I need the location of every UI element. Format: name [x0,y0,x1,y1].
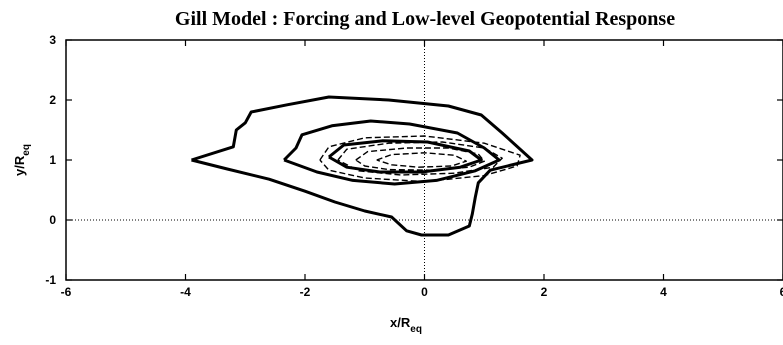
geopotential-contour-dashed [355,147,485,171]
x-tick-label: -6 [61,285,72,299]
y-axis-label: y/Req [12,144,32,176]
x-axis-ticks: -6 -4 -2 0 2 4 6 [61,40,783,299]
x-tick-label: 4 [660,285,667,299]
y-tick-label: 3 [49,33,56,47]
geopotential-contour-dashed [376,152,467,168]
x-tick-label: 6 [780,285,783,299]
forcing-contour-solid [327,139,483,174]
y-axis-label-main: y/R [12,155,27,176]
geopotential-contour-dashed [337,141,503,176]
y-axis-label-subscript: eq [21,144,32,156]
x-axis-label-main: x/R [390,315,411,330]
y-tick-label: -1 [45,273,56,287]
forcing-contour-solid [283,119,501,186]
x-tick-label: -2 [300,285,311,299]
x-axis-label-subscript: eq [410,324,422,335]
forcing-contour-solid [191,95,534,237]
chart-title: Gill Model : Forcing and Low-level Geopo… [175,8,675,30]
y-tick-label: 0 [49,213,56,227]
geopotential-contour-dashed [319,135,521,183]
contour-lines [191,95,534,237]
x-axis-label: x/Req [390,315,422,335]
x-tick-label: 0 [421,285,428,299]
reference-lines [66,40,783,280]
x-tick-label: 2 [541,285,548,299]
y-axis-ticks: -1 0 1 2 3 [45,33,783,287]
y-tick-label: 1 [49,153,56,167]
x-tick-label: -4 [180,285,191,299]
y-tick-label: 2 [49,93,56,107]
